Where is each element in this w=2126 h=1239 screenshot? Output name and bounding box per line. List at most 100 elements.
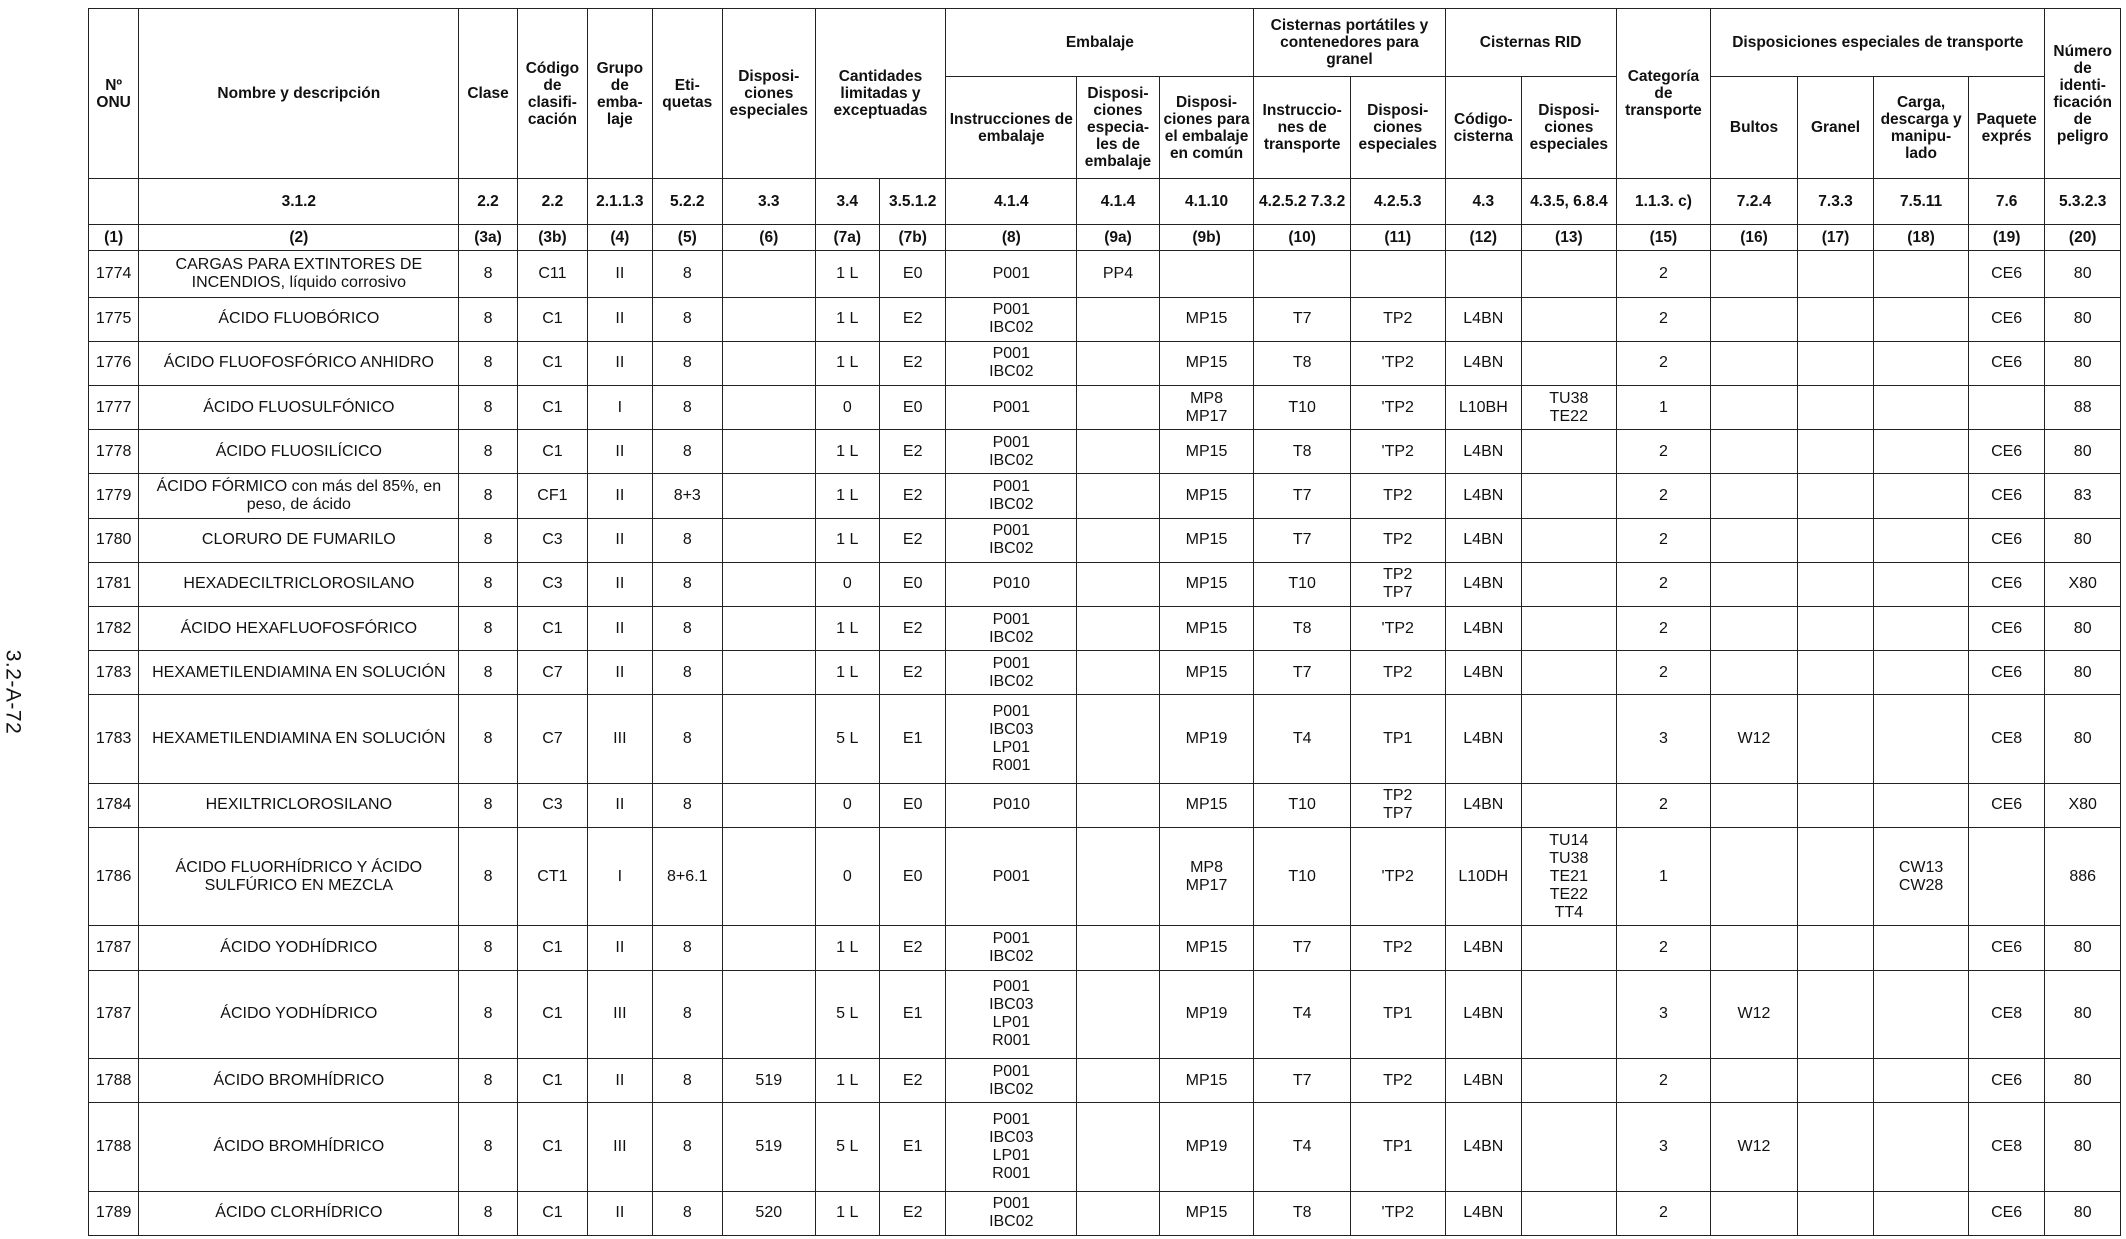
special-provisions-cell <box>721 429 816 475</box>
limited-quantity-cell: 1 L <box>814 1190 880 1237</box>
tank-instructions-cell <box>1253 250 1351 298</box>
hazard-id-number-cell: 80 <box>2044 969 2121 1060</box>
classification-code-cell: C1 <box>516 429 589 475</box>
tank-code-cell: L10BH <box>1444 384 1523 431</box>
bulk-provisions-cell <box>1796 473 1875 519</box>
page-side-label: 3.2-A-72 <box>0 640 25 750</box>
special-provisions-cell <box>721 296 816 342</box>
transport-category-cell: 2 <box>1615 473 1712 519</box>
bulk-provisions-cell <box>1796 782 1875 828</box>
packing-instructions-cell: P001 IBC02 <box>945 650 1078 696</box>
column-number-cell: (11) <box>1349 224 1446 252</box>
loading-provisions-cell <box>1873 296 1969 342</box>
classification-code-cell: CF1 <box>516 473 589 519</box>
express-parcel-cell <box>1967 384 2046 431</box>
table-row: 1781 HEXADECILTRICLOROSILANO 8 C3 II 8 0 E0 P010… <box>87 561 2121 607</box>
table-row: 1782 ÁCIDO HEXAFLUOFOSFÓRICO 8 C1 II 8 1 L E2 P0… <box>87 605 2121 652</box>
tank-instructions-cell: T7 <box>1253 473 1351 519</box>
tank-special-provisions-cell: TP1 <box>1349 1102 1446 1192</box>
classification-code-cell: C7 <box>516 694 589 784</box>
packages-provisions-cell: W12 <box>1710 1102 1798 1192</box>
loading-provisions-cell <box>1873 782 1969 828</box>
un-number-cell: 1784 <box>87 782 140 828</box>
reference-cell: 2.2 <box>516 177 589 226</box>
un-number-cell: 1780 <box>87 517 140 563</box>
reference-cell: 2.2 <box>458 177 518 226</box>
tank-special-provisions-cell <box>1349 250 1446 298</box>
packages-provisions-cell <box>1710 429 1798 475</box>
special-provisions-cell <box>721 925 816 971</box>
packing-instructions-cell: P010 <box>945 561 1078 607</box>
tank-instructions-cell: T10 <box>1253 384 1351 431</box>
column-number-cell: (16) <box>1710 224 1798 252</box>
packing-group-cell: II <box>587 517 653 563</box>
tank-code-cell: L4BN <box>1444 296 1523 342</box>
column-number-cell: (9a) <box>1076 224 1160 252</box>
bulk-provisions-cell <box>1796 1102 1875 1192</box>
packing-instructions-cell: P001 IBC02 <box>945 1058 1078 1104</box>
express-parcel-cell <box>1967 826 2046 927</box>
un-number-cell: 1775 <box>87 296 140 342</box>
hazard-id-number-cell: 80 <box>2044 694 2121 784</box>
column-number-cell: (6) <box>721 224 816 252</box>
loading-provisions-cell <box>1873 384 1969 431</box>
packages-provisions-cell <box>1710 650 1798 696</box>
column-number-row: (1) (2) (3a) (3b) (4) (5) (6) (7a) (7b) (8) (9a) (9… <box>87 224 2121 252</box>
excepted-quantity-cell: E0 <box>878 782 947 828</box>
express-parcel-cell: CE8 <box>1967 1102 2046 1192</box>
substance-name-cell: ÁCIDO FLUOSULFÓNICO <box>138 384 460 431</box>
classification-code-cell: C3 <box>516 782 589 828</box>
transport-category-cell: 2 <box>1615 782 1712 828</box>
tank-special-provisions-cell: TP1 <box>1349 969 1446 1060</box>
limited-quantity-cell: 1 L <box>814 517 880 563</box>
header-cisternas-rid: Cisternas RID <box>1444 8 1617 77</box>
excepted-quantity-cell: E2 <box>878 340 947 386</box>
column-number-cell: (5) <box>651 224 723 252</box>
tank-instructions-cell: T8 <box>1253 605 1351 652</box>
packing-instructions-cell: P001 IBC03 LP01 R001 <box>945 1102 1078 1192</box>
express-parcel-cell: CE6 <box>1967 650 2046 696</box>
packing-group-cell: II <box>587 1058 653 1104</box>
labels-cell: 8 <box>651 340 723 386</box>
transport-category-cell: 2 <box>1615 517 1712 563</box>
packing-instructions-cell: P001 <box>945 250 1078 298</box>
tank-special-provisions-cell: 'TP2 <box>1349 340 1446 386</box>
excepted-quantity-cell: E1 <box>878 694 947 784</box>
header-un-no: Nº ONU <box>87 8 140 179</box>
tank-code-cell: L4BN <box>1444 473 1523 519</box>
rid-tank-special-provisions-cell <box>1521 340 1617 386</box>
limited-quantity-cell: 1 L <box>814 340 880 386</box>
packing-instructions-cell: P001 IBC02 <box>945 517 1078 563</box>
tank-instructions-cell: T4 <box>1253 969 1351 1060</box>
special-packing-provisions-cell: PP4 <box>1076 250 1160 298</box>
packages-provisions-cell <box>1710 340 1798 386</box>
excepted-quantity-cell: E1 <box>878 969 947 1060</box>
packages-provisions-cell <box>1710 925 1798 971</box>
tank-instructions-cell: T7 <box>1253 296 1351 342</box>
excepted-quantity-cell: E2 <box>878 925 947 971</box>
classification-code-cell: C11 <box>516 250 589 298</box>
hazard-id-number-cell: 80 <box>2044 517 2121 563</box>
substance-name-cell: HEXAMETILENDIAMINA EN SOLUCIÓN <box>138 694 460 784</box>
special-provisions-cell <box>721 650 816 696</box>
substance-name-cell: ÁCIDO FLUOSILÍCICO <box>138 429 460 475</box>
transport-category-cell: 2 <box>1615 250 1712 298</box>
table-row: 1777 ÁCIDO FLUOSULFÓNICO 8 C1 I 8 0 E0 P001 MP8 M… <box>87 384 2121 431</box>
classification-code-cell: C1 <box>516 340 589 386</box>
labels-cell: 8 <box>651 384 723 431</box>
mixed-packing-provisions-cell: MP19 <box>1158 1102 1255 1192</box>
reference-cell: 7.3.3 <box>1796 177 1875 226</box>
hazard-id-number-cell: 80 <box>2044 1058 2121 1104</box>
un-number-cell: 1774 <box>87 250 140 298</box>
class-cell: 8 <box>458 782 518 828</box>
header-disp-esp-rid: Disposi-ciones especiales <box>1521 76 1617 179</box>
header-instr-transp: Instruccio-nes de transporte <box>1253 76 1351 179</box>
class-cell: 8 <box>458 1190 518 1237</box>
tank-instructions-cell: T10 <box>1253 782 1351 828</box>
limited-quantity-cell: 1 L <box>814 605 880 652</box>
reference-cell: 1.1.3. c) <box>1615 177 1712 226</box>
packing-group-cell: III <box>587 969 653 1060</box>
substance-name-cell: HEXAMETILENDIAMINA EN SOLUCIÓN <box>138 650 460 696</box>
tank-code-cell: L4BN <box>1444 1190 1523 1237</box>
hazard-id-number-cell: X80 <box>2044 561 2121 607</box>
